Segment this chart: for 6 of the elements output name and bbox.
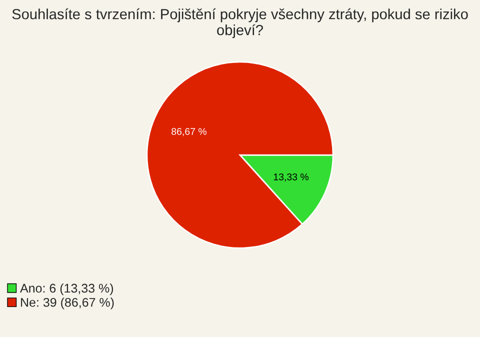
legend-label: Ne: 39 (86,67 %) [21, 298, 114, 310]
pie-slice [146, 61, 334, 249]
chart-title: Souhlasíte s tvrzením: Pojištění pokryje všechny ztráty, pokud se riziko objeví? [12, 8, 468, 38]
data-label: 13,33 % [274, 173, 309, 182]
legend-label: Ano: 6 (13,33 %) [20, 283, 114, 296]
data-label: 86,67 % [172, 128, 206, 136]
